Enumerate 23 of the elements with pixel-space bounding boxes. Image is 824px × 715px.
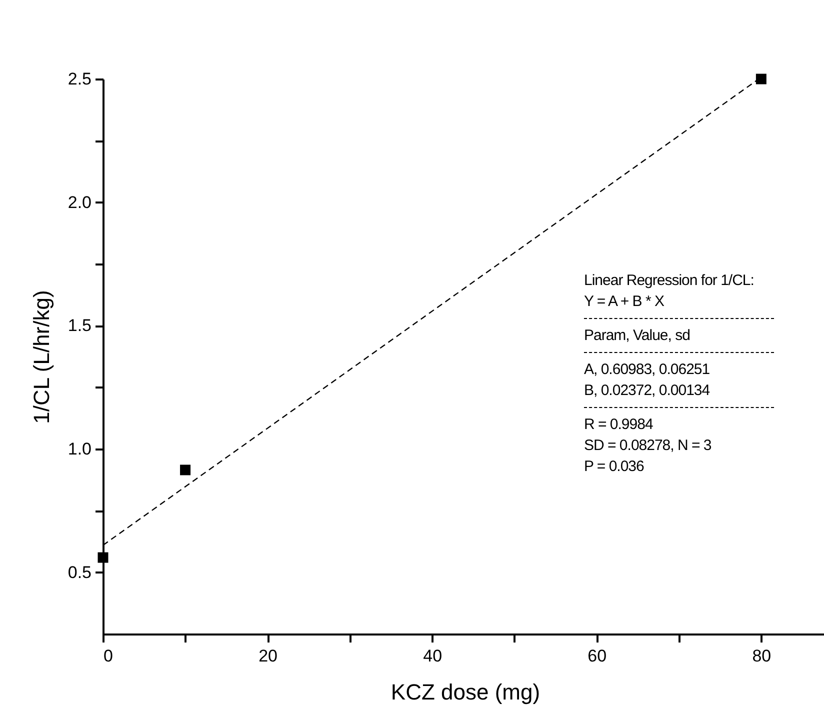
annotation: P = 0.036 (584, 457, 645, 477)
annotation: B, 0.02372, 0.00134 (584, 381, 711, 401)
y-tick-label: 1.0 (68, 440, 92, 458)
point (756, 74, 766, 84)
y-tick-label: 1.5 (68, 316, 92, 336)
y-tick-label: 2.0 (68, 192, 92, 212)
point (98, 552, 108, 563)
y-axis-title: 1/CL (L/hr/kg) (28, 290, 54, 424)
x-tick-label: 40 (423, 646, 442, 666)
x-tick-label: 0 (104, 646, 113, 666)
point (180, 464, 191, 476)
annotation: SD = 0.08278, N = 3 (584, 436, 712, 456)
annotation: A, 0.60983, 0.06251 (584, 360, 711, 380)
y-tick-label: 2.5 (68, 70, 92, 88)
y-tick-label: 0.5 (68, 562, 92, 582)
annotation: R = 0.9984 (584, 415, 654, 435)
x-tick-label: 60 (588, 646, 607, 666)
x-tick-label: 20 (258, 646, 278, 666)
x-tick-label: 80 (752, 646, 772, 666)
annotation: Y = A + B * X (584, 292, 665, 312)
x-axis-title: KCZ dose (mg) (390, 680, 540, 704)
annotation: Param, Value, sd (584, 326, 691, 346)
annotation: Linear Regression for 1/CL: (584, 271, 755, 291)
